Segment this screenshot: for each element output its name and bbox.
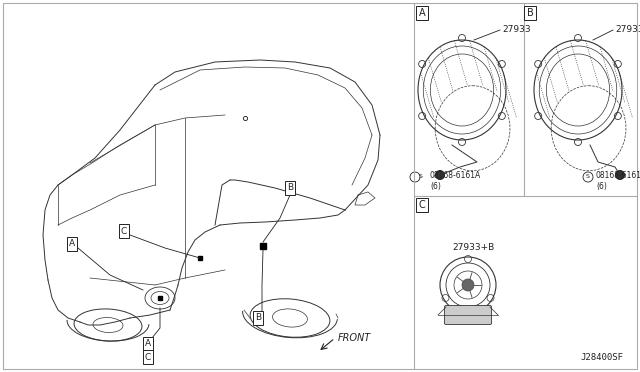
- Text: (6): (6): [430, 182, 441, 190]
- Text: A: A: [419, 8, 426, 18]
- Text: C: C: [419, 200, 426, 210]
- Text: B: B: [287, 183, 293, 192]
- Text: 08168-6161A: 08168-6161A: [596, 171, 640, 180]
- Text: C: C: [145, 353, 151, 362]
- Text: C: C: [121, 227, 127, 235]
- Circle shape: [462, 279, 474, 291]
- Text: S: S: [586, 174, 590, 180]
- Text: A: A: [69, 240, 75, 248]
- Circle shape: [435, 170, 445, 180]
- Circle shape: [616, 170, 625, 180]
- Text: (6): (6): [596, 182, 607, 190]
- Text: J28400SF: J28400SF: [580, 353, 623, 362]
- FancyBboxPatch shape: [445, 305, 492, 324]
- Text: FRONT: FRONT: [338, 333, 371, 343]
- Text: 27933+B: 27933+B: [452, 243, 494, 251]
- Text: 27933: 27933: [502, 25, 531, 33]
- Text: S: S: [419, 174, 423, 180]
- Text: 08168-6161A: 08168-6161A: [430, 171, 481, 180]
- Text: B: B: [255, 314, 261, 323]
- Text: A: A: [145, 340, 151, 349]
- Text: B: B: [527, 8, 533, 18]
- Text: 27933+A: 27933+A: [615, 25, 640, 33]
